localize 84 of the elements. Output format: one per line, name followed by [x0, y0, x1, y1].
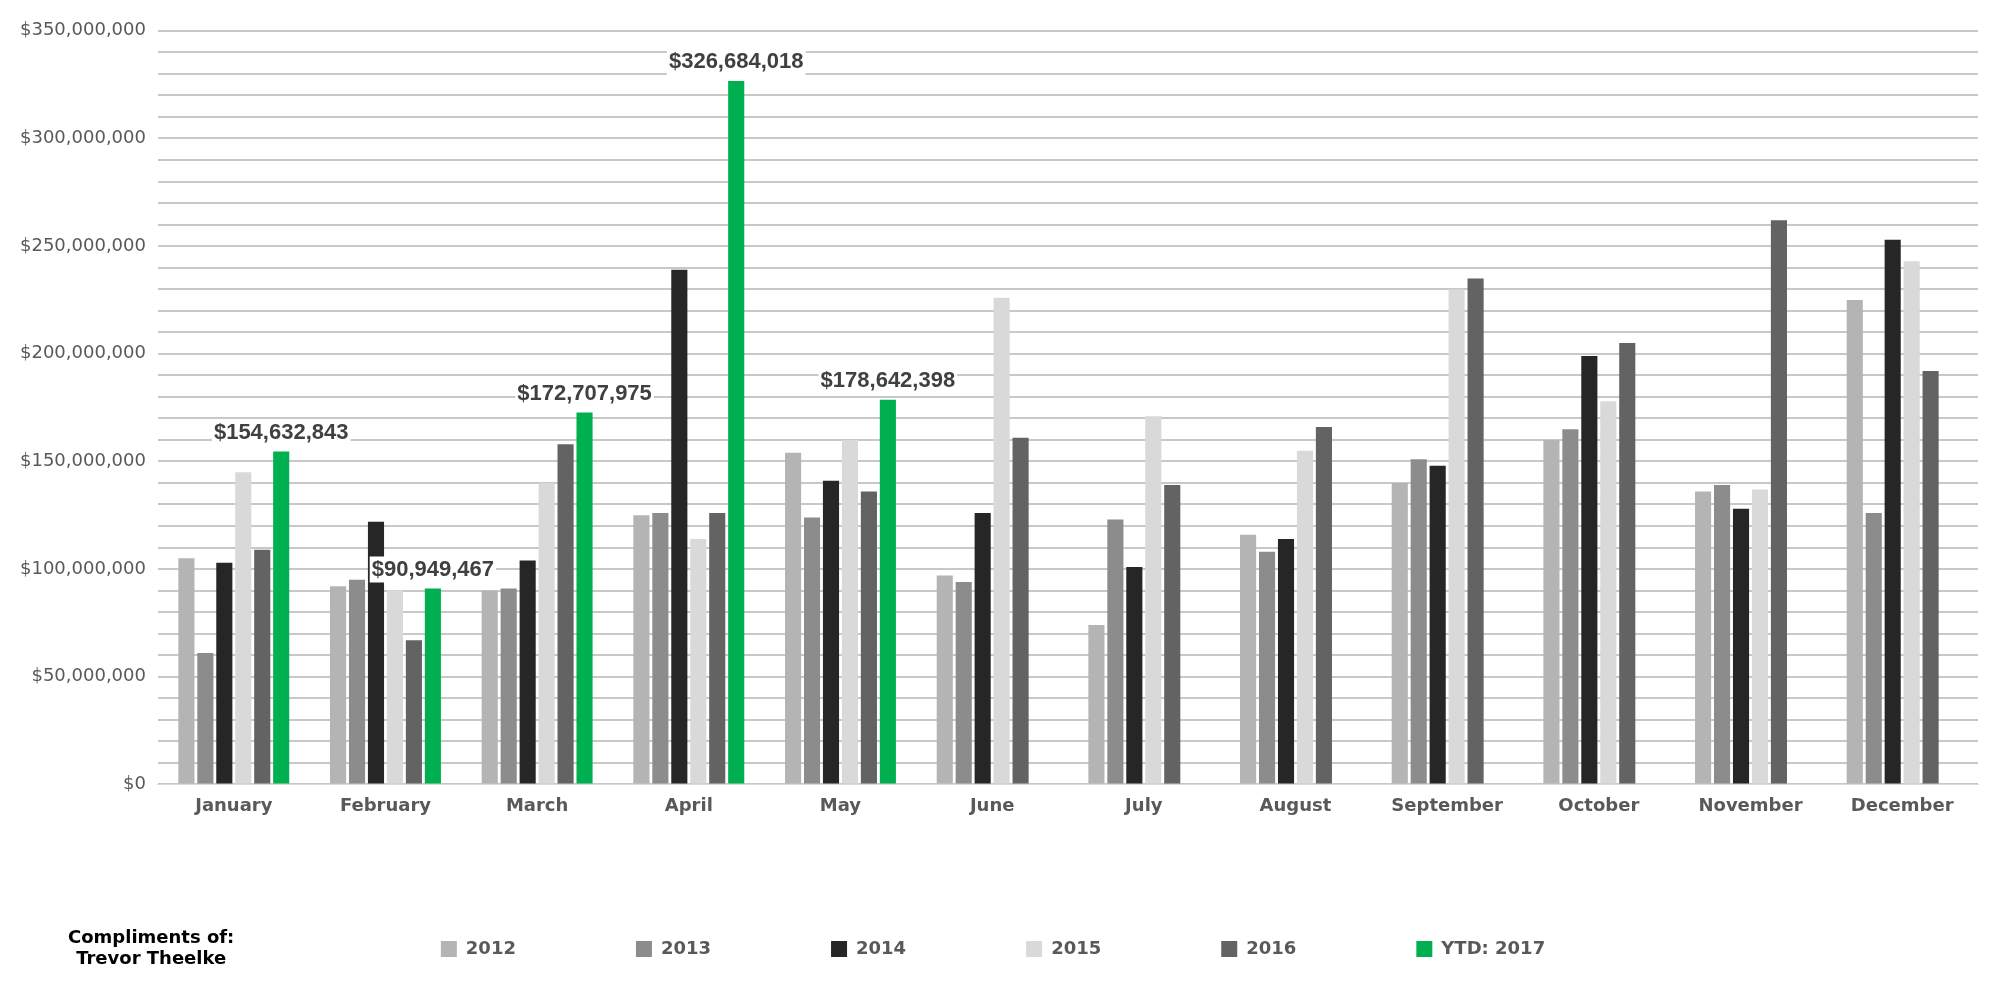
data-label: $90,949,467	[371, 555, 495, 581]
x-tick-label: May	[819, 793, 862, 815]
bar	[860, 491, 877, 784]
bar	[1107, 519, 1124, 784]
bar	[1846, 299, 1863, 784]
bar	[1770, 220, 1787, 784]
bar	[1410, 459, 1427, 784]
bar	[1714, 485, 1731, 784]
x-tick-label: January	[193, 793, 273, 815]
bar	[405, 640, 422, 784]
bar	[936, 575, 953, 784]
bar	[822, 480, 840, 784]
legend-label: 2013	[660, 936, 712, 958]
legend-label: YTD: 2017	[1440, 936, 1546, 958]
bar	[1562, 429, 1579, 784]
bar	[803, 517, 821, 784]
bar	[1277, 538, 1295, 784]
bar	[1126, 566, 1143, 784]
data-label: $178,642,398	[820, 366, 956, 392]
x-tick-label: June	[967, 793, 1015, 815]
y-tick-label: $300,000,000	[20, 126, 146, 148]
y-tick-label: $50,000,000	[31, 664, 146, 686]
bar	[557, 444, 574, 784]
x-tick-label: February	[339, 793, 432, 815]
bar	[1619, 343, 1636, 784]
bar	[519, 560, 536, 784]
bar	[1391, 482, 1408, 784]
bar	[1088, 625, 1105, 784]
bar	[178, 558, 195, 784]
bar	[1467, 278, 1484, 784]
bar	[1543, 439, 1560, 784]
bar	[576, 412, 593, 784]
y-tick-label: $150,000,000	[20, 449, 146, 471]
bar	[330, 586, 347, 784]
y-tick-label: $250,000,000	[20, 233, 146, 255]
text: Compliments of: Trevor Theelke	[68, 926, 235, 968]
x-tick-label: August	[1259, 793, 1332, 815]
bar	[348, 579, 366, 784]
bar	[254, 549, 271, 784]
x-tick-label: April	[664, 793, 713, 815]
y-tick-label: $350,000,000	[20, 18, 146, 40]
bar	[879, 399, 896, 784]
x-tick-label: March	[505, 793, 569, 815]
y-tick-label: $0	[123, 772, 146, 794]
data-label: $154,632,843	[213, 418, 349, 444]
bar	[1240, 534, 1257, 784]
bar	[1732, 508, 1750, 784]
bar	[1884, 239, 1901, 784]
bar	[424, 588, 441, 784]
bar	[633, 515, 650, 784]
bar	[1695, 491, 1712, 784]
y-tick-label: $100,000,000	[20, 556, 146, 578]
bar	[216, 562, 233, 784]
bar	[1164, 485, 1181, 784]
bar	[1429, 465, 1446, 784]
y-tick-label: $200,000,000	[20, 341, 146, 363]
legend-label: 2015	[1051, 936, 1102, 958]
bar	[273, 451, 290, 784]
x-tick-label: September	[1391, 793, 1504, 815]
bar	[652, 513, 669, 784]
bar	[500, 588, 517, 784]
legend-label: 2012	[465, 936, 516, 958]
bar	[1012, 437, 1029, 784]
x-tick-label: July	[1123, 793, 1163, 815]
bar	[1258, 551, 1276, 784]
bar	[1581, 355, 1598, 784]
x-tick-label: December	[1850, 793, 1954, 815]
bar	[197, 653, 214, 784]
bar	[1865, 513, 1882, 784]
bar	[974, 513, 991, 784]
bar	[1922, 371, 1939, 784]
bar	[785, 452, 802, 784]
x-tick-label: November	[1698, 793, 1803, 815]
bar	[709, 513, 726, 784]
legend-label: 2014	[856, 936, 907, 958]
data-label: $326,684,018	[668, 48, 804, 74]
bar	[1315, 426, 1332, 784]
data-label: $172,707,975	[517, 379, 652, 405]
legend-label: 2016	[1246, 936, 1297, 958]
bar	[728, 81, 745, 784]
bar	[671, 269, 688, 784]
x-tick-label: October	[1558, 793, 1640, 815]
bar	[481, 590, 498, 784]
bar	[955, 582, 972, 784]
